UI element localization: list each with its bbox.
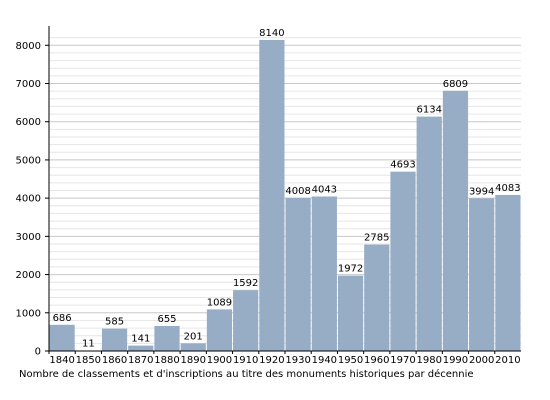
y-tick-label: 8000: [16, 41, 41, 52]
data-label-1980: 6134: [416, 105, 441, 116]
bar-2000: [469, 198, 495, 351]
x-tick-label: 1950: [338, 355, 363, 366]
data-label-1840: 686: [53, 313, 72, 324]
x-tick-label: 1880: [154, 355, 179, 366]
x-tick-label: 1940: [312, 355, 337, 366]
y-tick-label: 3000: [16, 232, 41, 243]
data-label-1960: 2785: [364, 233, 389, 244]
data-label-1890: 201: [184, 331, 203, 342]
data-label-2000: 3994: [469, 186, 494, 197]
data-label-1910: 1592: [233, 278, 258, 289]
y-tick-label: 4000: [16, 194, 41, 205]
x-tick-label: 1900: [207, 355, 232, 366]
data-label-1850: 11: [82, 339, 95, 350]
y-tick-label: 2000: [16, 270, 41, 281]
y-tick-label: 1000: [16, 308, 41, 319]
bar-1910: [233, 290, 259, 351]
data-label-1930: 4008: [285, 186, 310, 197]
data-label-1990: 6809: [443, 79, 468, 90]
x-tick-label: 2010: [495, 355, 520, 366]
x-tick-label: 1840: [49, 355, 74, 366]
data-label-2010: 4083: [495, 183, 520, 194]
x-tick-label: 1860: [102, 355, 127, 366]
bar-2010: [495, 194, 521, 351]
axes: [45, 26, 521, 354]
data-label-1940: 4043: [312, 184, 337, 195]
data-label-1870: 141: [131, 334, 150, 345]
x-tick-label: 1990: [443, 355, 468, 366]
data-label-1920: 8140: [259, 28, 284, 39]
y-tick-label: 6000: [16, 117, 41, 128]
bar-1930: [285, 197, 311, 351]
bars: [49, 39, 521, 352]
grid-lines: [49, 37, 521, 344]
bar-1990: [442, 90, 469, 352]
x-tick-label: 1960: [364, 355, 389, 366]
data-label-1880: 655: [157, 314, 176, 325]
bar-1950: [337, 275, 364, 351]
data-label-1860: 585: [105, 317, 124, 328]
x-tick-label: 1920: [259, 355, 284, 366]
x-tick-label: 1970: [390, 355, 415, 366]
x-tick-label: 1870: [128, 355, 153, 366]
bar-1880: [154, 325, 180, 351]
bar-1920: [259, 39, 285, 351]
bar-1840: [49, 324, 75, 351]
x-tick-label: 1850: [76, 355, 101, 366]
x-tick-label: 2000: [469, 355, 494, 366]
data-label-1900: 1089: [207, 297, 232, 308]
bar-1900: [206, 309, 233, 351]
bar-1960: [364, 244, 390, 351]
bar-1860: [101, 328, 128, 351]
bar-1980: [416, 116, 442, 352]
x-tick-label: 1980: [416, 355, 441, 366]
data-label-1950: 1972: [338, 264, 363, 275]
x-tick-labels: 1840 1850 1860 1870 1880 1890 1900 1910 1920 1930…: [49, 355, 520, 366]
x-axis-caption: Nombre de classements et d'inscriptions …: [19, 369, 474, 380]
x-tick-label: 1890: [180, 355, 205, 366]
y-tick-label: 0: [35, 347, 41, 358]
bar-1940: [311, 196, 337, 351]
bar-1870: [128, 345, 154, 351]
x-tick-label: 1910: [233, 355, 258, 366]
bar-1890: [180, 343, 206, 351]
data-label-1970: 4693: [390, 160, 415, 171]
x-tick-label: 1930: [285, 355, 310, 366]
y-tick-label: 7000: [16, 79, 41, 90]
y-tick-label: 5000: [16, 155, 41, 166]
bar-1970: [390, 171, 416, 351]
y-tick-labels: 0 1000 2000 3000 4000 5000 6000 7000 8000: [16, 41, 41, 358]
